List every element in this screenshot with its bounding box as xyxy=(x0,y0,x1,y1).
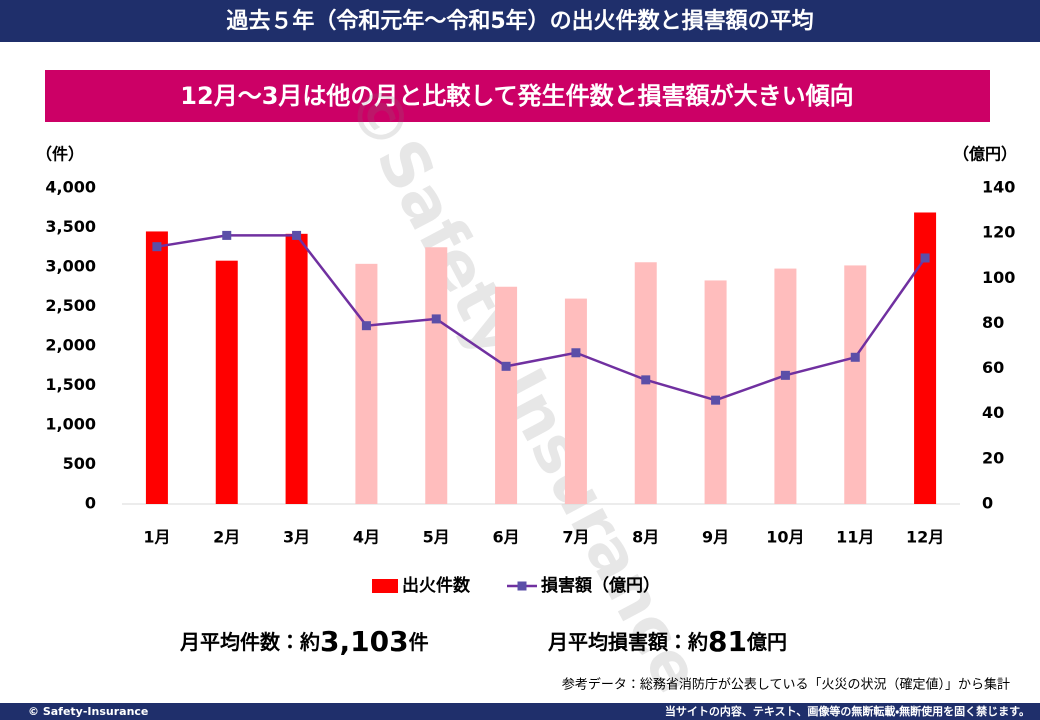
subtitle: 12月～3月は他の月と比較して発生件数と損害額が大きい傾向 xyxy=(180,82,853,110)
x-tick-label: 3月 xyxy=(283,528,310,547)
line-marker xyxy=(780,370,790,380)
bar xyxy=(145,231,168,504)
x-tick-label: 4月 xyxy=(353,528,380,547)
x-tick-label: 6月 xyxy=(493,528,520,547)
y-tick-label: 1,000 xyxy=(45,415,96,434)
x-tick-label: 1月 xyxy=(143,528,170,547)
y-tick-label: 1,500 xyxy=(45,375,96,394)
line-marker xyxy=(292,230,302,240)
x-tick-label: 10月 xyxy=(766,528,804,547)
line-marker xyxy=(850,352,860,362)
x-tick-label: 9月 xyxy=(702,528,729,547)
y2-tick-label: 80 xyxy=(982,313,1004,332)
legend-swatch xyxy=(517,581,527,591)
x-tick-label: 11月 xyxy=(836,528,874,547)
summary: 月平均件数：約3,103件 月平均損害額：約81億円 xyxy=(179,625,787,658)
header-bar xyxy=(0,0,1040,42)
y-tick-label: 3,000 xyxy=(45,257,96,276)
x-tick-label: 8月 xyxy=(632,528,659,547)
summary-label: 月平均件数：約 xyxy=(179,630,320,654)
line-marker xyxy=(571,348,581,358)
footer-bar xyxy=(0,703,1040,720)
bar xyxy=(564,298,587,504)
bar xyxy=(285,233,308,504)
line-marker xyxy=(920,253,930,263)
line-marker xyxy=(361,321,371,331)
line-marker xyxy=(501,361,511,371)
line-marker xyxy=(711,395,721,405)
footer-left: © Safety-Insurance xyxy=(28,705,148,718)
bar xyxy=(844,265,867,504)
x-tick-label: 5月 xyxy=(423,528,450,547)
y2-tick-label: 0 xyxy=(982,494,993,513)
bar xyxy=(425,247,448,504)
line-marker xyxy=(431,314,441,324)
summary-text: 月平均損害額：約81億円 xyxy=(547,625,787,658)
y-tick-label: 500 xyxy=(63,454,96,473)
legend-label: 出火件数 xyxy=(402,575,471,596)
y2-tick-label: 60 xyxy=(982,358,1004,377)
summary-value: 81 xyxy=(708,625,747,658)
y2-tick-label: 40 xyxy=(982,403,1004,422)
y-tick-label: 4,000 xyxy=(45,178,96,197)
line-marker xyxy=(641,375,651,385)
summary-label: 月平均損害額：約 xyxy=(547,630,708,654)
legend-swatch xyxy=(372,579,398,593)
bar xyxy=(914,212,937,505)
line-marker xyxy=(152,242,162,252)
bar xyxy=(215,260,238,504)
y2-tick-label: 100 xyxy=(982,268,1015,287)
y-tick-label: 0 xyxy=(85,494,96,513)
y-axis-label: （件） xyxy=(36,145,84,164)
header-title: 過去５年（令和元年～令和5年）の出火件数と損害額の平均 xyxy=(226,8,813,34)
line xyxy=(156,234,927,402)
summary-unit: 億円 xyxy=(746,630,787,654)
summary-text: 月平均件数：約3,103件 xyxy=(179,625,429,658)
bar xyxy=(355,263,378,504)
y-tick-label: 3,500 xyxy=(45,217,96,236)
x-tick-label: 12月 xyxy=(906,528,944,547)
y-tick-label: 2,000 xyxy=(45,336,96,355)
y2-tick-label: 20 xyxy=(982,448,1004,467)
source-note: 参考データ：総務省消防庁が公表している「火災の状況（確定値）」から集計 xyxy=(562,677,1010,693)
y-tick-label: 2,500 xyxy=(45,296,96,315)
x-tick-label: 2月 xyxy=(213,528,240,547)
summary-unit: 件 xyxy=(409,630,429,654)
bar xyxy=(495,286,518,504)
legend-label: 損害額（億円） xyxy=(541,575,660,596)
y2-axis-label: （億円） xyxy=(953,145,1017,164)
line-marker xyxy=(222,230,232,240)
bar xyxy=(774,268,797,504)
y2-tick-label: 120 xyxy=(982,223,1015,242)
watermark: ©Safety-Insurance xyxy=(331,72,715,705)
y2-tick-label: 140 xyxy=(982,178,1015,197)
bar xyxy=(704,280,727,504)
footer-right: 当サイトの内容、テキスト、画像等の無断転載・無断使用を固く禁じます。 xyxy=(665,704,1030,718)
summary-value: 3,103 xyxy=(320,625,409,658)
x-tick-label: 7月 xyxy=(562,528,589,547)
subtitle-box xyxy=(45,70,990,122)
